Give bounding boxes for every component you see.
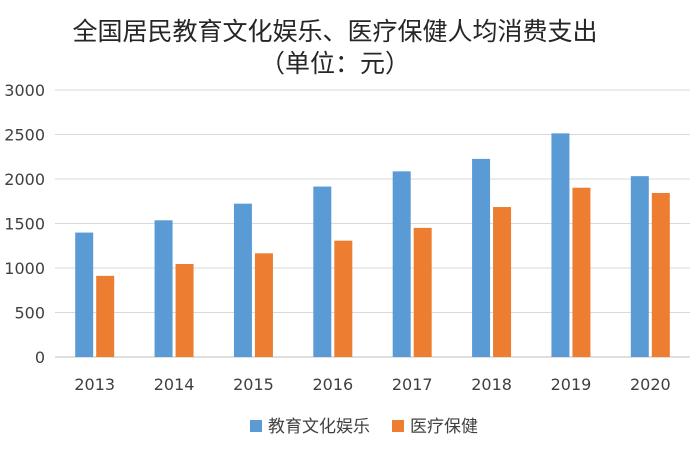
bar-1-2019 <box>572 187 591 357</box>
gridlines <box>55 89 690 358</box>
y-axis-ticks: 0 500 1000 1500 2000 2500 3000 <box>4 81 45 367</box>
bar-1-2015 <box>254 253 273 357</box>
y-tick-label: 1500 <box>4 215 45 234</box>
x-tick-label: 2020 <box>630 375 671 394</box>
legend-swatch <box>250 420 262 432</box>
x-tick-label: 2018 <box>471 375 512 394</box>
bar-1-2018 <box>493 207 512 357</box>
chart-title-line-1: 全国居民教育文化娱乐、医疗保健人均消费支出 <box>72 17 597 46</box>
bar-0-2017 <box>392 171 411 357</box>
bar-1-2016 <box>334 240 353 357</box>
bar-1-2017 <box>413 227 432 357</box>
x-axis-ticks: 2013 2014 2015 2016 2017 2018 2019 2020 <box>74 375 670 394</box>
bars <box>75 133 670 357</box>
bar-1-2020 <box>651 192 670 357</box>
x-tick-label: 2014 <box>154 375 195 394</box>
legend-swatch <box>392 420 404 432</box>
x-tick-label: 2013 <box>74 375 115 394</box>
bar-0-2020 <box>630 176 649 357</box>
y-tick-label: 2500 <box>4 126 45 145</box>
y-tick-label: 2000 <box>4 170 45 189</box>
bar-0-2014 <box>154 220 173 357</box>
legend: 教育文化娱乐 医疗保健 <box>250 417 478 437</box>
y-tick-label: 3000 <box>4 81 45 100</box>
y-tick-label: 1000 <box>4 259 45 278</box>
chart-title-line-2: （单位：元） <box>260 49 410 78</box>
x-tick-label: 2017 <box>392 375 433 394</box>
y-tick-label: 500 <box>14 304 45 323</box>
y-tick-label: 0 <box>35 348 45 367</box>
x-tick-label: 2019 <box>551 375 592 394</box>
x-tick-label: 2016 <box>312 375 353 394</box>
legend-label: 教育文化娱乐 <box>268 417 370 437</box>
bar-1-2014 <box>175 263 194 357</box>
bar-0-2015 <box>233 203 252 357</box>
x-tick-label: 2015 <box>233 375 274 394</box>
bar-0-2013 <box>75 232 94 357</box>
legend-label: 医疗保健 <box>410 417 478 437</box>
bar-0-2018 <box>472 158 491 357</box>
bar-0-2019 <box>551 133 570 357</box>
bar-0-2016 <box>313 186 332 357</box>
bar-1-2013 <box>96 275 115 357</box>
